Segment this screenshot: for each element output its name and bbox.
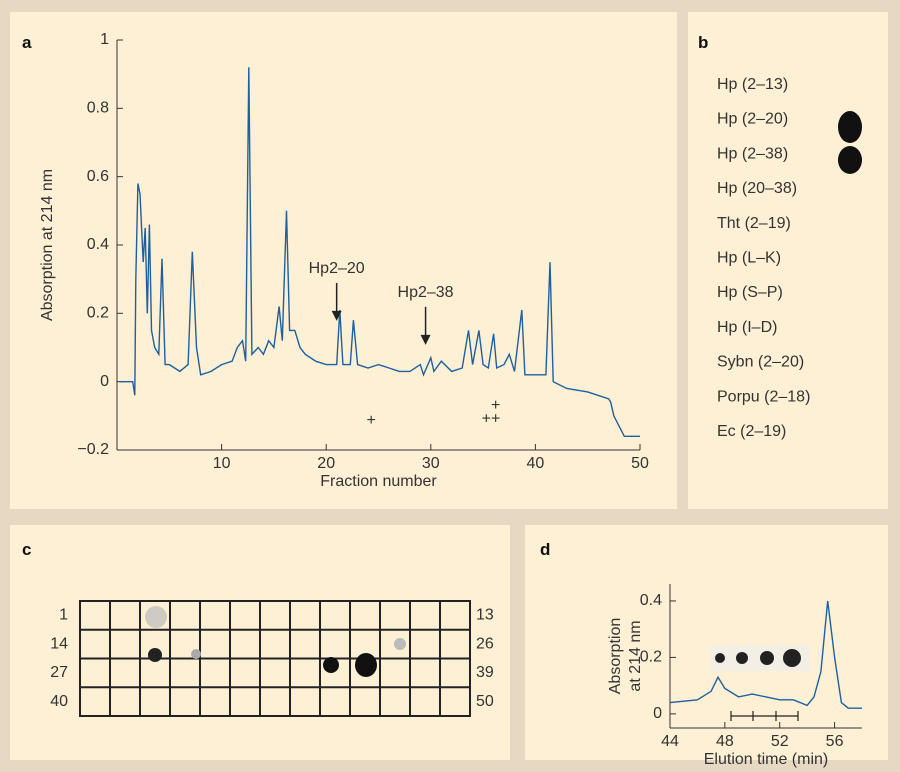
blot — [838, 146, 862, 174]
peptide-label: Hp (L–K) — [717, 250, 781, 267]
y-tick-label: 1 — [100, 31, 109, 48]
y-tick-label: 0.8 — [87, 100, 109, 117]
x-axis-label: Fraction number — [320, 473, 437, 490]
x-tick-label: 10 — [213, 455, 231, 472]
y-tick-label: 0.4 — [640, 592, 662, 609]
y-axis-label: Absorption — [607, 618, 624, 695]
panel-letter: d — [540, 540, 550, 559]
row-end-label: 26 — [476, 635, 494, 652]
peptide-label: Hp (S–P) — [717, 284, 783, 301]
blot — [323, 657, 339, 673]
annotation: Hp2–20 — [309, 260, 365, 277]
x-axis-label: Elution time (min) — [704, 751, 828, 768]
peptide-label: Hp (2–13) — [717, 76, 788, 93]
peptide-label: Hp (2–20) — [717, 111, 788, 128]
blot — [355, 653, 377, 677]
y-tick-label: 0 — [100, 373, 109, 390]
x-tick-label: 56 — [826, 733, 844, 750]
blot — [760, 651, 774, 665]
y-axis-label: Absorption at 214 nm — [39, 169, 56, 321]
x-tick-label: 48 — [716, 733, 734, 750]
row-label: 14 — [50, 635, 68, 652]
peptide-label: Tht (2–19) — [717, 215, 791, 232]
x-tick-label: 52 — [771, 733, 789, 750]
y-tick-label: 0.4 — [87, 236, 109, 253]
peptide-label: Hp (2–38) — [717, 145, 788, 162]
peptide-label: Ec (2–19) — [717, 423, 786, 440]
blot — [145, 606, 167, 628]
peptide-label: Porpu (2–18) — [717, 388, 810, 405]
peptide-label: Hp (20–38) — [717, 180, 797, 197]
blot — [736, 652, 748, 664]
x-tick-label: 44 — [661, 733, 679, 750]
annotation: + — [482, 410, 491, 427]
row-end-label: 50 — [476, 693, 494, 710]
page: a b c d −0.200.20.40.60.811020304050Frac… — [0, 0, 900, 772]
blot — [191, 649, 201, 659]
peptide-label: Sybn (2–20) — [717, 354, 804, 371]
row-label: 40 — [50, 693, 68, 710]
panel-d — [525, 525, 888, 760]
annotation: + — [367, 412, 376, 429]
row-label: 27 — [50, 664, 68, 681]
row-end-label: 39 — [476, 664, 494, 681]
panel-letter: a — [22, 33, 32, 52]
y-tick-label: 0 — [653, 705, 662, 722]
blot — [715, 653, 725, 663]
annotation: + — [491, 397, 500, 414]
blot — [838, 111, 862, 143]
blot — [394, 638, 406, 650]
y-axis-label: at 214 nm — [627, 620, 644, 691]
blot — [783, 649, 801, 667]
y-tick-label: 0.6 — [87, 168, 109, 185]
figure: a b c d −0.200.20.40.60.811020304050Frac… — [0, 0, 900, 772]
x-tick-label: 50 — [631, 455, 649, 472]
panel-letter: c — [22, 540, 31, 559]
panel-letter: b — [698, 33, 708, 52]
y-tick-label: 0.2 — [87, 305, 109, 322]
annotation: Hp2–38 — [398, 284, 454, 301]
row-end-label: 13 — [476, 607, 494, 624]
row-label: 1 — [59, 607, 68, 624]
x-tick-label: 30 — [422, 455, 440, 472]
x-tick-label: 20 — [317, 455, 335, 472]
peptide-label: Hp (I–D) — [717, 319, 777, 336]
y-tick-label: −0.2 — [77, 441, 109, 458]
x-tick-label: 40 — [527, 455, 545, 472]
blot — [148, 648, 162, 662]
